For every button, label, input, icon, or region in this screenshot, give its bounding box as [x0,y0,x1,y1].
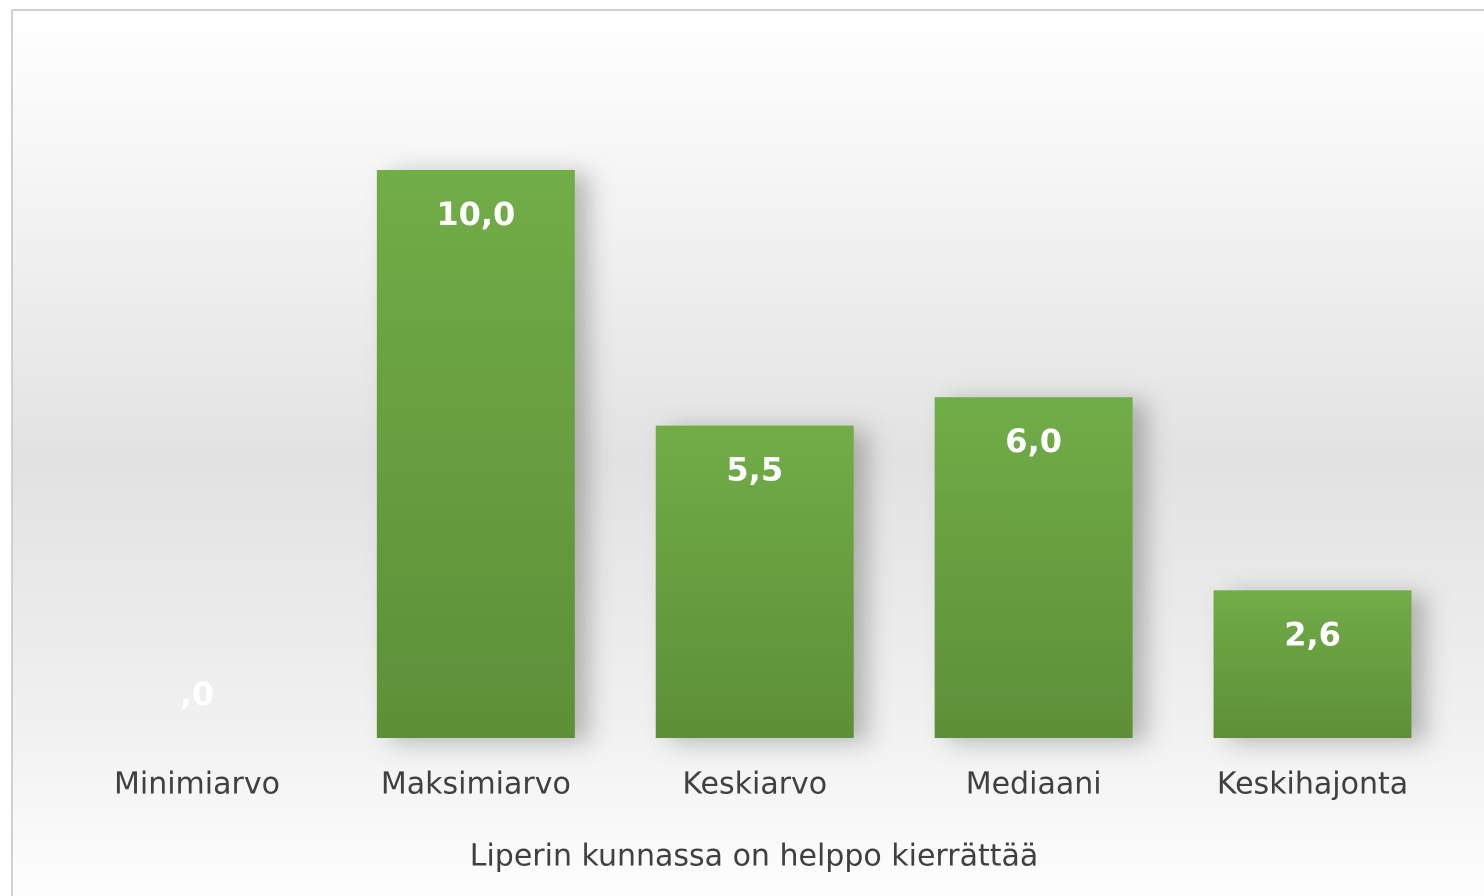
bar [376,170,575,738]
x-axis-title: Liperin kunnassa on helppo kierrättää [470,839,1039,874]
data-label: 6,0 [1005,422,1062,460]
x-tick-label: Minimiarvo [114,767,280,802]
x-tick-label: Keskihajonta [1217,767,1408,802]
bar [1213,590,1412,738]
data-label: 5,5 [726,451,783,489]
x-tick-label: Keskiarvo [682,767,827,802]
x-tick-label: Mediaani [966,767,1102,802]
data-label: 2,6 [1284,615,1341,653]
bar [655,425,854,738]
data-label: ,0 [180,675,214,713]
data-label: 10,0 [436,195,515,233]
bar [934,397,1133,738]
x-tick-label: Maksimiarvo [381,767,571,802]
plot: ,0 10,0 5,5 6,0 2,6 [180,170,1412,738]
